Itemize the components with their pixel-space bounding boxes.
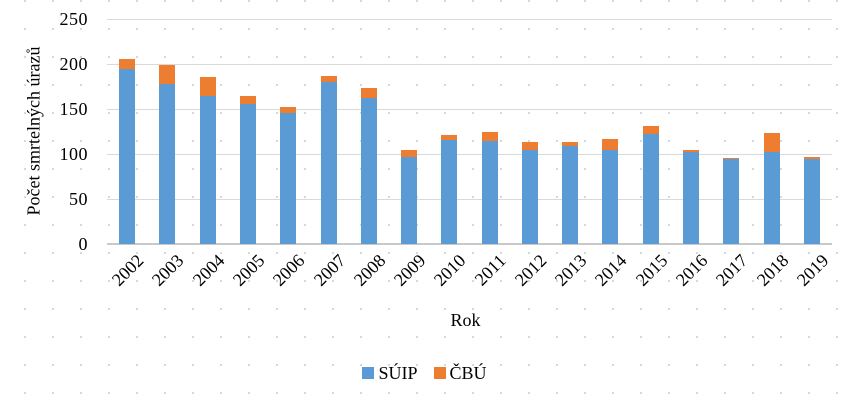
bar-2005-cbu [239,96,256,104]
bar-2013-suip [562,145,579,244]
bar-2014-suip [602,149,619,244]
legend-label-cbu: ČBÚ [449,363,487,383]
x-tick-label-2015: 2015 [631,250,672,290]
x-tick-label-2009: 2009 [389,250,430,290]
x-axis-line [107,243,832,245]
x-tick-label-2014: 2014 [591,250,631,290]
legend-swatch-cbu [433,367,446,379]
x-tick-label-2017: 2017 [712,250,752,290]
bar-2011-cbu [481,131,498,142]
y-tick-label-250: 250 [59,9,88,29]
x-tick-label-2013: 2013 [551,250,591,290]
bar-2010-cbu [441,135,458,140]
bar-2017-suip [723,159,740,244]
x-tick-label-2019: 2019 [792,250,833,290]
bar-2006-cbu [280,107,297,113]
bar-2003-cbu [159,64,176,84]
bar-2010-suip [441,139,458,244]
bar-2009-suip [401,156,418,244]
bar-2008-suip [360,98,377,244]
bar-2018-suip [763,152,780,244]
gridline-250 [107,18,832,20]
bar-2018-cbu [763,133,780,153]
bar-2007-suip [320,82,337,244]
x-tick-label-2003: 2003 [148,250,188,290]
gridline-200 [107,63,832,65]
bar-2007-cbu [320,75,337,82]
y-tick-label-0: 0 [78,234,88,254]
gridline-150 [107,108,832,110]
x-tick-label-2016: 2016 [671,250,712,290]
y-tick-label-200: 200 [59,54,88,74]
bar-2015-suip [642,134,659,244]
bar-2009-cbu [401,150,418,157]
bar-2002-suip [119,68,136,244]
x-tick-label-2007: 2007 [309,250,349,290]
x-tick-label-2005: 2005 [228,250,269,290]
bar-2005-suip [239,103,256,244]
x-axis-title: Rok [450,310,481,330]
bar-2013-cbu [562,142,579,146]
legend-swatch-suip [362,367,375,379]
x-tick-label-2010: 2010 [430,250,470,290]
legend-label-suip: SÚIP [378,363,418,383]
bar-2019-cbu [803,156,820,160]
bar-2014-cbu [602,138,619,150]
plot-area [107,18,832,245]
legend-item-suip: SÚIP [362,363,418,383]
y-tick-label-150: 150 [59,99,88,119]
bar-2012-cbu [521,142,538,150]
bar-2017-cbu [723,157,740,160]
legend: SÚIP ČBÚ [0,363,849,383]
x-tick-label-2004: 2004 [188,250,229,290]
x-tick-label-2008: 2008 [349,250,390,290]
gridline-50 [107,198,832,200]
x-tick-label-2011: 2011 [470,250,511,290]
x-tick-label-2012: 2012 [510,250,551,290]
x-tick-label-2006: 2006 [269,250,309,290]
bar-2011-suip [481,141,498,244]
y-tick-label-100: 100 [59,144,88,164]
y-tick-label-50: 50 [69,189,88,209]
bar-2012-suip [521,149,538,244]
bar-2016-suip [683,152,700,244]
bar-2004-suip [199,95,216,244]
gridline-100 [107,153,832,155]
bar-2004-cbu [199,76,216,96]
bar-2015-cbu [642,126,659,135]
bar-2016-cbu [683,150,700,153]
x-tick-label-2018: 2018 [752,250,793,290]
bar-2003-suip [159,83,176,244]
bar-2008-cbu [360,88,377,99]
legend-item-cbu: ČBÚ [433,363,487,383]
bar-2019-suip [803,159,820,244]
bar-2002-cbu [119,58,136,69]
x-tick-label-2002: 2002 [107,250,148,290]
bar-2006-suip [280,112,297,244]
